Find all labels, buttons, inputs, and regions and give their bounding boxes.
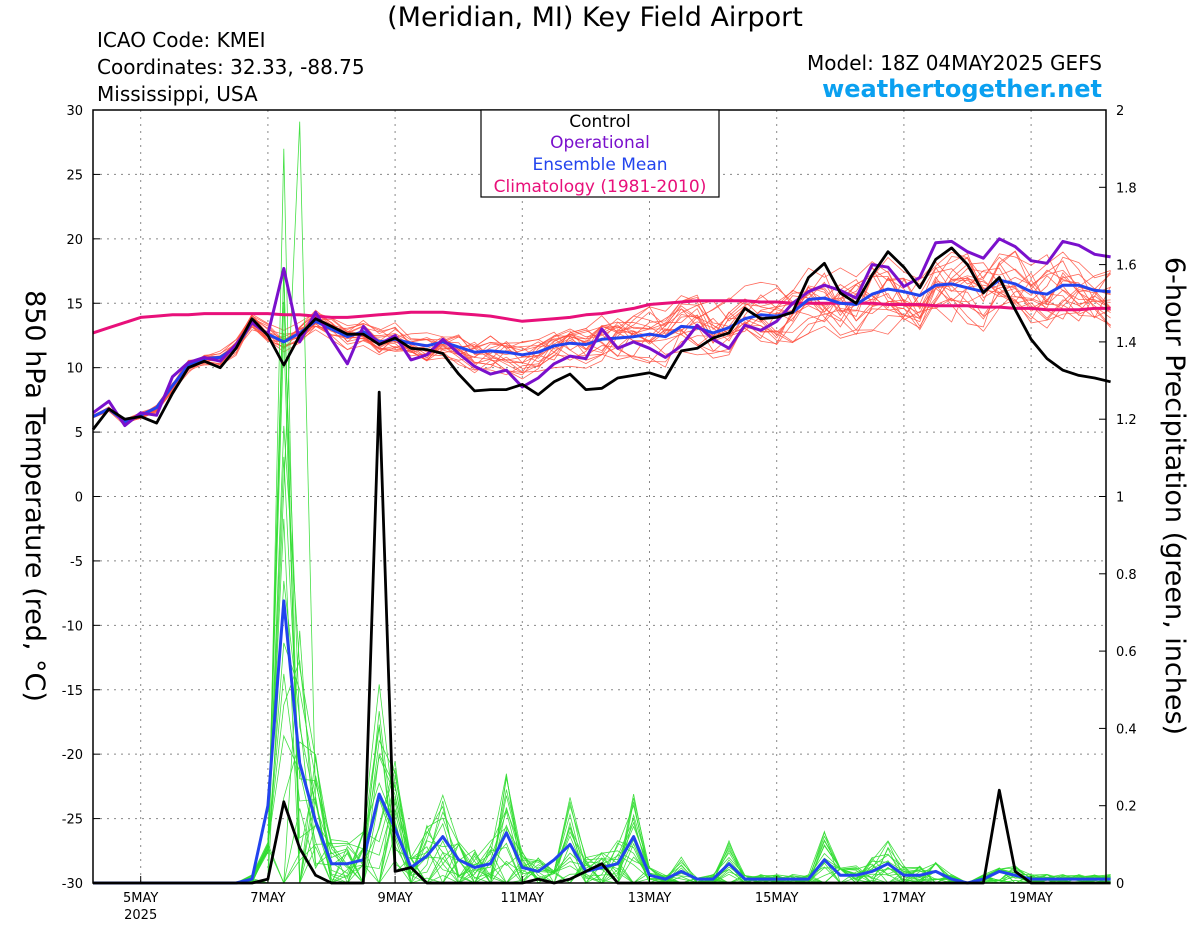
legend-operational: Operational xyxy=(550,133,650,153)
ensemble-member-lines xyxy=(92,121,1111,885)
temp-member-line xyxy=(92,273,1111,424)
left-tick-label: -15 xyxy=(62,684,83,699)
left-tick-label: 0 xyxy=(75,491,83,506)
precip-member-line xyxy=(93,270,1111,884)
right-tick-label: 1.6 xyxy=(1116,259,1137,274)
right-tick-label: 0.8 xyxy=(1116,568,1137,583)
x-tick-label: 19MAY xyxy=(1009,891,1053,906)
location-text: Mississippi, USA xyxy=(97,82,258,106)
precip-member-line xyxy=(93,456,1111,885)
temp-member-line xyxy=(92,251,1111,421)
legend-climatology: Climatology (1981-2010) xyxy=(494,177,707,197)
climatology-temp-line xyxy=(92,299,1111,335)
control-temp-line xyxy=(91,246,1111,431)
right-axis-ticks: 2 1.8 1.6 1.4 1.2 1 0.8 0.6 0.4 0.2 0 xyxy=(1099,104,1137,892)
model-run-text: Model: 18Z 04MAY2025 GEFS xyxy=(807,51,1102,75)
precip-member-line xyxy=(93,580,1111,884)
temp-member-line xyxy=(92,269,1111,424)
precip-member-line xyxy=(93,796,1111,884)
left-tick-label: -10 xyxy=(62,619,83,634)
temp-member-line xyxy=(92,277,1111,423)
x-tick-label: 17MAY xyxy=(882,891,926,906)
x-tick-label: 15MAY xyxy=(755,891,799,906)
right-tick-label: 0 xyxy=(1116,877,1124,892)
right-tick-label: 0.4 xyxy=(1116,722,1137,737)
legend-ensemble-mean: Ensemble Mean xyxy=(532,155,667,175)
right-tick-label: 1.4 xyxy=(1116,336,1137,351)
left-tick-label: 10 xyxy=(66,362,83,377)
left-tick-label: -20 xyxy=(62,748,83,763)
temp-member-line xyxy=(92,272,1111,422)
site-link[interactable]: weathertogether.net xyxy=(822,75,1102,103)
left-tick-label: -25 xyxy=(62,813,83,828)
precip-member-line xyxy=(93,630,1111,885)
temp-member-line xyxy=(92,275,1111,424)
x-tick-label: 9MAY xyxy=(377,891,412,906)
x-axis-ticks: 5MAY 2025 7MAY 9MAY 11MAY 13MAY 15MAY 17MAY 19MA… xyxy=(123,876,1053,923)
coordinates-text: Coordinates: 32.33, -88.75 xyxy=(97,55,365,79)
x-tick-sublabel: 2025 xyxy=(124,908,157,923)
control-precip-line xyxy=(93,390,1111,885)
x-tick-label: 13MAY xyxy=(628,891,672,906)
right-tick-label: 1 xyxy=(1116,491,1124,506)
grid-lines xyxy=(93,110,1106,883)
right-tick-label: 1.8 xyxy=(1116,181,1137,196)
left-tick-label: 5 xyxy=(75,426,83,441)
temp-member-line xyxy=(92,276,1111,421)
temp-member-line xyxy=(92,266,1111,423)
legend-control: Control xyxy=(569,112,630,132)
chart-title: (Meridian, MI) Key Field Airport xyxy=(387,2,803,33)
right-axis-label: 6-hour Precipitation (green, inches) xyxy=(1159,257,1190,735)
x-tick-label: 7MAY xyxy=(250,891,285,906)
ensemble-mean-precip-line xyxy=(93,599,1111,885)
legend: Control Operational Ensemble Mean Climat… xyxy=(480,109,720,198)
temp-member-line xyxy=(92,275,1111,425)
precip-member-line xyxy=(93,332,1111,884)
precip-member-line xyxy=(93,121,1111,884)
right-tick-label: 0.2 xyxy=(1116,800,1137,815)
left-tick-label: 25 xyxy=(66,168,83,183)
left-tick-label: 30 xyxy=(66,104,83,119)
left-tick-label: -5 xyxy=(70,555,83,570)
right-tick-label: 0.6 xyxy=(1116,645,1137,660)
precip-member-line xyxy=(93,518,1111,884)
left-tick-label: -30 xyxy=(62,877,83,892)
precip-member-line xyxy=(93,642,1111,885)
precip-member-line xyxy=(93,673,1111,884)
left-axis-ticks: 30 25 20 15 10 5 0 -5 -10 -15 -20 -25 -30 xyxy=(62,104,100,892)
precip-member-line xyxy=(93,267,1111,885)
precip-member-line xyxy=(93,425,1111,885)
right-tick-label: 1.2 xyxy=(1116,413,1137,428)
x-tick-label: 5MAY xyxy=(123,891,158,906)
legend-box xyxy=(480,109,720,198)
temp-member-line xyxy=(92,275,1111,422)
icao-code-text: ICAO Code: KMEI xyxy=(97,28,266,52)
precip-member-line xyxy=(93,660,1111,884)
left-tick-label: 15 xyxy=(66,297,83,312)
right-tick-label: 2 xyxy=(1116,104,1124,119)
precip-member-line xyxy=(93,754,1111,885)
left-tick-label: 20 xyxy=(66,233,83,248)
precip-member-line xyxy=(93,808,1111,884)
left-axis-label: 850 hPa Temperature (red, °C) xyxy=(19,290,50,702)
x-tick-label: 11MAY xyxy=(501,891,545,906)
